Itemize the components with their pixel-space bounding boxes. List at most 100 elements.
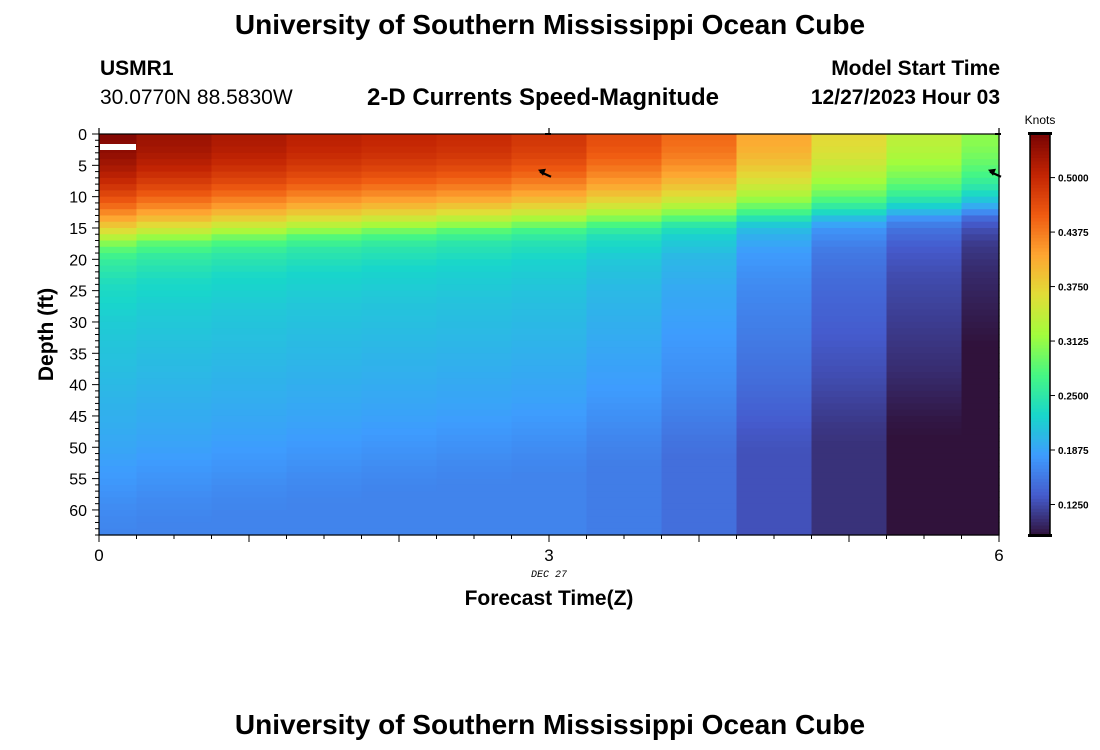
y-tick-label: 45 (69, 409, 87, 426)
colorbar-band (1030, 144, 1050, 148)
heat-cell (511, 491, 588, 499)
heat-cell (211, 447, 288, 455)
heat-cell (436, 484, 513, 492)
colorbar-band (1030, 374, 1050, 379)
heat-cell (511, 509, 588, 517)
heat-cell (736, 196, 813, 204)
heat-cell (99, 478, 138, 486)
heat-cell (286, 347, 363, 354)
heat-cell (361, 140, 438, 148)
heat-cell (436, 372, 513, 379)
current-vector-head (988, 168, 996, 176)
colorbar-band (1030, 361, 1050, 366)
heat-cell (961, 522, 1000, 530)
heat-cell (811, 428, 888, 436)
heat-cell (361, 134, 438, 141)
heat-cell (286, 409, 363, 417)
heat-cell (436, 447, 513, 455)
heat-cell (211, 497, 288, 505)
colorbar-band (1030, 147, 1050, 152)
heat-cell (511, 340, 588, 348)
heat-cell (961, 140, 1000, 148)
heat-cell (211, 503, 288, 511)
heat-cell (436, 259, 513, 267)
heat-cell (886, 390, 963, 398)
heat-cell (286, 365, 363, 373)
colorbar-band (1030, 488, 1050, 493)
heat-cell (511, 278, 588, 285)
colorbar-band (1030, 237, 1050, 242)
heat-cell (361, 509, 438, 517)
heat-cell (961, 478, 1000, 486)
heat-cell (286, 278, 363, 285)
heat-cell (286, 497, 363, 505)
heat-cell (661, 340, 738, 348)
heat-cell (736, 522, 813, 530)
heat-cell (211, 209, 288, 217)
heat-cell (961, 209, 1000, 217)
heat-cell (136, 246, 213, 254)
heat-cell (511, 472, 588, 480)
heat-cell (886, 234, 963, 242)
heat-cell (661, 472, 738, 480)
heat-cell (661, 253, 738, 260)
heat-cell (811, 303, 888, 311)
heat-cell (886, 290, 963, 298)
heat-cell (436, 441, 513, 448)
colorbar-band (1030, 324, 1050, 329)
heat-cell (886, 334, 963, 342)
heat-cell (811, 384, 888, 392)
heat-cell (661, 403, 738, 411)
heat-cell (586, 390, 663, 398)
heat-cell (511, 321, 588, 329)
heat-cell (211, 240, 288, 248)
heat-cell (211, 265, 288, 273)
heat-cell (736, 190, 813, 198)
heat-cell (286, 165, 363, 173)
heat-cell (886, 340, 963, 348)
colorbar-band (1030, 331, 1050, 336)
heat-cell (136, 140, 213, 148)
heat-cell (436, 234, 513, 242)
colorbar-band (1030, 177, 1050, 182)
heat-cell (436, 196, 513, 204)
colorbar-band (1030, 197, 1050, 202)
heat-cell (886, 221, 963, 229)
y-tick-label: 60 (69, 503, 87, 520)
colorbar-band (1030, 357, 1050, 362)
heat-cell (99, 347, 138, 354)
heat-cell (511, 409, 588, 417)
heat-cell (136, 303, 213, 311)
heat-cell (511, 215, 588, 223)
heat-cell (286, 296, 363, 304)
heat-cell (436, 509, 513, 517)
heat-cell (136, 447, 213, 455)
heat-cell (286, 290, 363, 298)
heat-cell (99, 134, 138, 141)
heat-cell (286, 309, 363, 317)
heat-cell (286, 415, 363, 423)
heat-cell (886, 347, 963, 354)
heat-cell (586, 478, 663, 486)
y-tick-label: 30 (69, 315, 87, 332)
heat-cell (286, 447, 363, 455)
heat-cell (286, 428, 363, 436)
current-vector-head (538, 168, 546, 176)
y-tick-label: 20 (69, 252, 87, 269)
heat-cell (886, 516, 963, 524)
heat-cell (136, 134, 213, 141)
heat-cell (136, 309, 213, 317)
heat-cell (736, 284, 813, 292)
heat-cell (886, 202, 963, 210)
heat-cell (736, 484, 813, 492)
heat-cell (661, 159, 738, 166)
heat-cell (586, 202, 663, 210)
heat-cell (99, 397, 138, 405)
heat-cell (136, 390, 213, 398)
heat-cell (961, 234, 1000, 242)
heat-cell (886, 434, 963, 442)
colorbar-band (1030, 157, 1050, 162)
heat-cell (886, 140, 963, 148)
heat-cell (436, 397, 513, 405)
heat-cell (511, 447, 588, 455)
